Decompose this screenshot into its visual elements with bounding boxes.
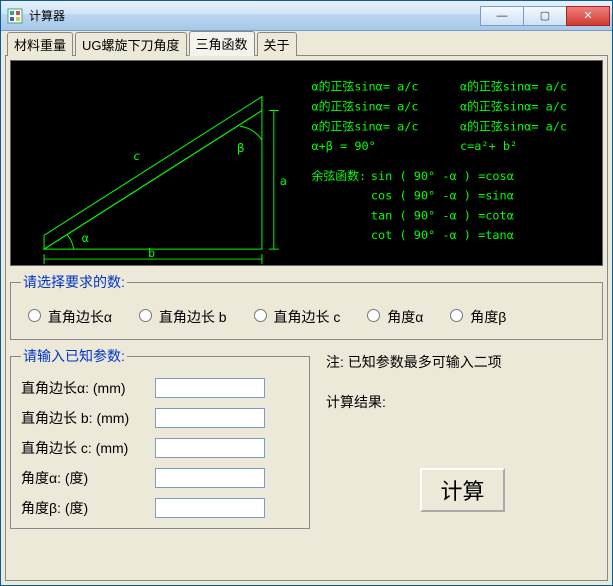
input-label-3: 角度α: (度) [21, 468, 151, 488]
input-row-3: 角度α: (度) [21, 468, 299, 488]
formula-r3: c=a²+ b² [460, 139, 517, 153]
input-label-0: 直角边长α: (mm) [21, 378, 151, 398]
formula-l1: α的正弦sinα= a/c [311, 100, 418, 114]
maximize-button[interactable]: ▢ [523, 6, 567, 26]
select-legend: 请选择要求的数: [21, 272, 127, 292]
bottom-row: 请输入已知参数: 直角边长α: (mm) 直角边长 b: (mm) 直角边长 c… [10, 346, 603, 529]
radio-2[interactable] [254, 309, 267, 322]
input-field-b[interactable] [155, 408, 265, 428]
tab-trig[interactable]: 三角函数 [189, 31, 255, 56]
app-window: 计算器 — ▢ ✕ 材料重量 UG螺旋下刀角度 三角函数 关于 [0, 0, 613, 586]
window-title: 计算器 [29, 7, 481, 24]
formula-l2: α的正弦sinα= a/c [311, 119, 418, 133]
input-label-1: 直角边长 b: (mm) [21, 408, 151, 428]
radio-0[interactable] [28, 309, 41, 322]
input-list: 直角边长α: (mm) 直角边长 b: (mm) 直角边长 c: (mm) [21, 374, 299, 518]
radio-opt-2[interactable]: 直角边长 c [249, 306, 341, 327]
input-field-a[interactable] [155, 378, 265, 398]
input-field-alpha[interactable] [155, 468, 265, 488]
formula-l3: α+β = 90° [311, 139, 375, 153]
cofunc-3: cot ( 90° -α ) =tanα [371, 228, 514, 242]
diagram-svg: b a c α β α的正弦sinα= a/c α的正弦s [11, 61, 602, 265]
input-label-2: 直角边长 c: (mm) [21, 438, 151, 458]
tab-strip: 材料重量 UG螺旋下刀角度 三角函数 关于 [7, 33, 608, 55]
note-text: 注: 已知参数最多可输入二项 [326, 352, 599, 372]
input-label-4: 角度β: (度) [21, 498, 151, 518]
select-group: 请选择要求的数: 直角边长α 直角边长 b 直角边长 c 角度α 角度β [10, 272, 603, 340]
right-column: 注: 已知参数最多可输入二项 计算结果: 计算 [322, 346, 603, 529]
tab-ug-spiral[interactable]: UG螺旋下刀角度 [75, 32, 187, 56]
result-label: 计算结果: [326, 392, 599, 412]
formula-r1: α的正弦sinα= a/c [460, 100, 567, 114]
diagram-panel: b a c α β α的正弦sinα= a/c α的正弦s [10, 60, 603, 266]
input-legend: 请输入已知参数: [21, 346, 127, 366]
label-b: b [148, 246, 155, 260]
formula-l0: α的正弦sinα= a/c [311, 80, 418, 94]
input-row-1: 直角边长 b: (mm) [21, 408, 299, 428]
calculate-button[interactable]: 计算 [420, 468, 504, 512]
input-row-0: 直角边长α: (mm) [21, 378, 299, 398]
formula-r2: α的正弦sinα= a/c [460, 119, 567, 133]
radio-4[interactable] [450, 309, 463, 322]
radio-row: 直角边长α 直角边长 b 直角边长 c 角度α 角度β [21, 300, 592, 329]
tab-body: b a c α β α的正弦sinα= a/c α的正弦s [5, 55, 608, 581]
tab-about[interactable]: 关于 [257, 32, 297, 56]
cofunc-header: 余弦函数: [311, 169, 366, 183]
minimize-button[interactable]: — [480, 6, 524, 26]
close-button[interactable]: ✕ [566, 6, 610, 26]
label-c: c [133, 149, 140, 163]
titlebar[interactable]: 计算器 — ▢ ✕ [1, 1, 612, 31]
app-icon [7, 8, 23, 24]
tab-material-weight[interactable]: 材料重量 [7, 32, 73, 56]
label-a: a [280, 174, 287, 188]
input-row-4: 角度β: (度) [21, 498, 299, 518]
input-group: 请输入已知参数: 直角边长α: (mm) 直角边长 b: (mm) 直角边长 c… [10, 346, 310, 529]
client-area: 材料重量 UG螺旋下刀角度 三角函数 关于 b [1, 31, 612, 585]
label-alpha: α [82, 231, 89, 245]
cofunc-1: cos ( 90° -α ) =sinα [371, 189, 514, 203]
cofunc-2: tan ( 90° -α ) =cotα [371, 208, 514, 222]
input-row-2: 直角边长 c: (mm) [21, 438, 299, 458]
input-field-c[interactable] [155, 438, 265, 458]
label-beta: β [237, 141, 244, 155]
radio-opt-1[interactable]: 直角边长 b [134, 306, 227, 327]
formula-r0: α的正弦sinα= a/c [460, 80, 567, 94]
radio-opt-3[interactable]: 角度α [362, 306, 423, 327]
radio-3[interactable] [367, 309, 380, 322]
window-buttons: — ▢ ✕ [481, 6, 610, 26]
radio-opt-4[interactable]: 角度β [445, 306, 506, 327]
input-field-beta[interactable] [155, 498, 265, 518]
radio-1[interactable] [139, 309, 152, 322]
radio-opt-0[interactable]: 直角边长α [23, 306, 112, 327]
cofunc-0: sin ( 90° -α ) =cosα [371, 169, 514, 183]
